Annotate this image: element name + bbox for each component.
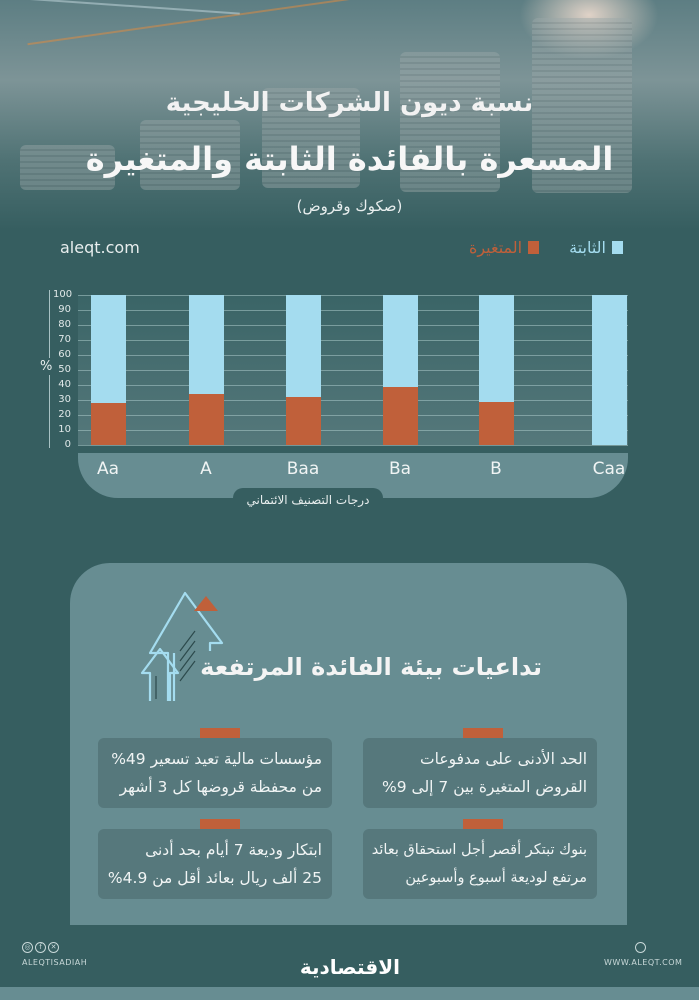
- y-tick-label: 20: [58, 409, 71, 420]
- x-tick-label: Caa: [592, 459, 626, 479]
- site-label: aleqt.com: [60, 238, 140, 257]
- y-tick-label: 10: [58, 424, 71, 435]
- bar-baa: [286, 295, 321, 445]
- card-line: بنوك تبتكر أقصر أجل استحقاق بعائد: [371, 842, 587, 858]
- hero-image: [0, 0, 699, 230]
- footer-bar: [0, 987, 699, 1000]
- card-line: من محفظة قروضها كل 3 أشهر: [119, 778, 322, 796]
- legend-item-fixed: الثابتة: [569, 238, 623, 257]
- instagram-icon[interactable]: ◎: [22, 942, 33, 953]
- bar-segment-variable: [383, 386, 418, 445]
- title-line-1: نسبة ديون الشركات الخليجية: [165, 88, 534, 118]
- y-tick-label: 60: [58, 349, 71, 360]
- x-tick-label: B: [490, 459, 502, 479]
- consequence-card: بنوك تبتكر أقصر أجل استحقاق بعائد مرتفع …: [363, 829, 597, 899]
- consequence-card: ابتكار وديعة 7 أيام بحد أدنى 25 ألف ريال…: [98, 829, 332, 899]
- consequences-panel: تداعيات بيئة الفائدة المرتفعة الحد الأدن…: [70, 563, 627, 925]
- x-icon[interactable]: ✕: [48, 942, 59, 953]
- legend-label-variable: المتغيرة: [468, 238, 523, 257]
- gridline: [78, 355, 628, 356]
- gridline: [78, 400, 628, 401]
- gridline: [78, 325, 628, 326]
- bar-segment-variable: [91, 403, 126, 445]
- brand-logo: الاقتصادية: [299, 955, 400, 979]
- bar-aa: [91, 295, 126, 445]
- gridline: [78, 415, 628, 416]
- coin-stack-icon: [262, 88, 360, 188]
- y-tick-label: 70: [58, 334, 71, 345]
- y-tick-label: 80: [58, 319, 71, 330]
- subtitle: (صكوك وقروض): [296, 197, 403, 215]
- gridline: [78, 295, 628, 296]
- gridline: [78, 445, 628, 446]
- bar-ba: [383, 295, 418, 445]
- social-icons: ◎ f ✕: [22, 942, 59, 953]
- legend-label-fixed: الثابتة: [569, 238, 606, 257]
- coin-stack-icon: [20, 145, 115, 190]
- bar-segment-variable: [479, 401, 514, 445]
- consequence-card: الحد الأدنى على مدفوعات القروض المتغيرة …: [363, 738, 597, 808]
- y-axis-label: %: [40, 358, 53, 375]
- legend-swatch-fixed-icon: [612, 241, 623, 254]
- bar-caa: [592, 295, 627, 445]
- y-tick-label: 50: [58, 364, 71, 375]
- card-line: القروض المتغيرة بين 7 إلى 9%: [381, 778, 587, 796]
- x-tick-label: Baa: [286, 459, 320, 479]
- rising-arrows-icon: [140, 591, 224, 701]
- card-line: ابتكار وديعة 7 أيام بحد أدنى: [145, 841, 322, 859]
- bar-segment-variable: [286, 397, 321, 445]
- bar-b: [479, 295, 514, 445]
- stacked-bar-chart: % 0 10 20 30 40 50 60 70 80 90 100 Aa A Baa Ba B Caa: [40, 288, 640, 518]
- facebook-icon[interactable]: f: [35, 942, 46, 953]
- bar-segment-variable: [189, 394, 224, 445]
- coin-stack-icon: [140, 120, 240, 190]
- gridline: [78, 385, 628, 386]
- y-tick-label: 0: [64, 439, 71, 450]
- gridline: [78, 430, 628, 431]
- panel-title: تداعيات بيئة الفائدة المرتفعة: [200, 653, 542, 681]
- card-line: مرتفع لوديعة أسبوع وأسبوعين: [405, 870, 587, 886]
- card-line: مؤسسات مالية تعيد تسعير 49%: [111, 750, 322, 768]
- coin-stack-icon: [532, 18, 632, 193]
- x-tick-label: Aa: [96, 459, 120, 479]
- y-tick-label: 100: [53, 289, 73, 300]
- website-link[interactable]: WWW.ALEQT.COM: [604, 958, 683, 967]
- y-tick-label: 30: [58, 394, 71, 405]
- chart-legend: الثابتة المتغيرة: [469, 238, 623, 257]
- gridline: [78, 310, 628, 311]
- plot-area: [78, 295, 628, 446]
- gridline: [78, 370, 628, 371]
- x-axis-title: درجات التصنيف الائتماني: [233, 488, 383, 513]
- legend-swatch-variable-icon: [528, 241, 540, 254]
- globe-icon: [635, 942, 646, 953]
- y-tick-label: 90: [58, 304, 71, 315]
- x-tick-label: Ba: [388, 459, 412, 479]
- card-line: الحد الأدنى على مدفوعات: [420, 750, 587, 768]
- bar-a: [189, 295, 224, 445]
- title-line-2: المسعرة بالفائدة الثابتة والمتغيرة: [85, 140, 614, 178]
- consequence-card: مؤسسات مالية تعيد تسعير 49% من محفظة قرو…: [98, 738, 332, 808]
- bar-segment-fixed: [592, 295, 627, 445]
- gridline: [78, 340, 628, 341]
- social-handle: ALEQTISADIAH: [22, 958, 88, 967]
- y-tick-label: 40: [58, 379, 71, 390]
- x-tick-label: A: [200, 459, 212, 479]
- card-line: 25 ألف ريال بعائد أقل من 4.9%: [107, 869, 322, 887]
- coin-stack-icon: [400, 52, 500, 192]
- legend-item-variable: المتغيرة: [468, 238, 540, 257]
- stock-line-decor: [20, 0, 240, 15]
